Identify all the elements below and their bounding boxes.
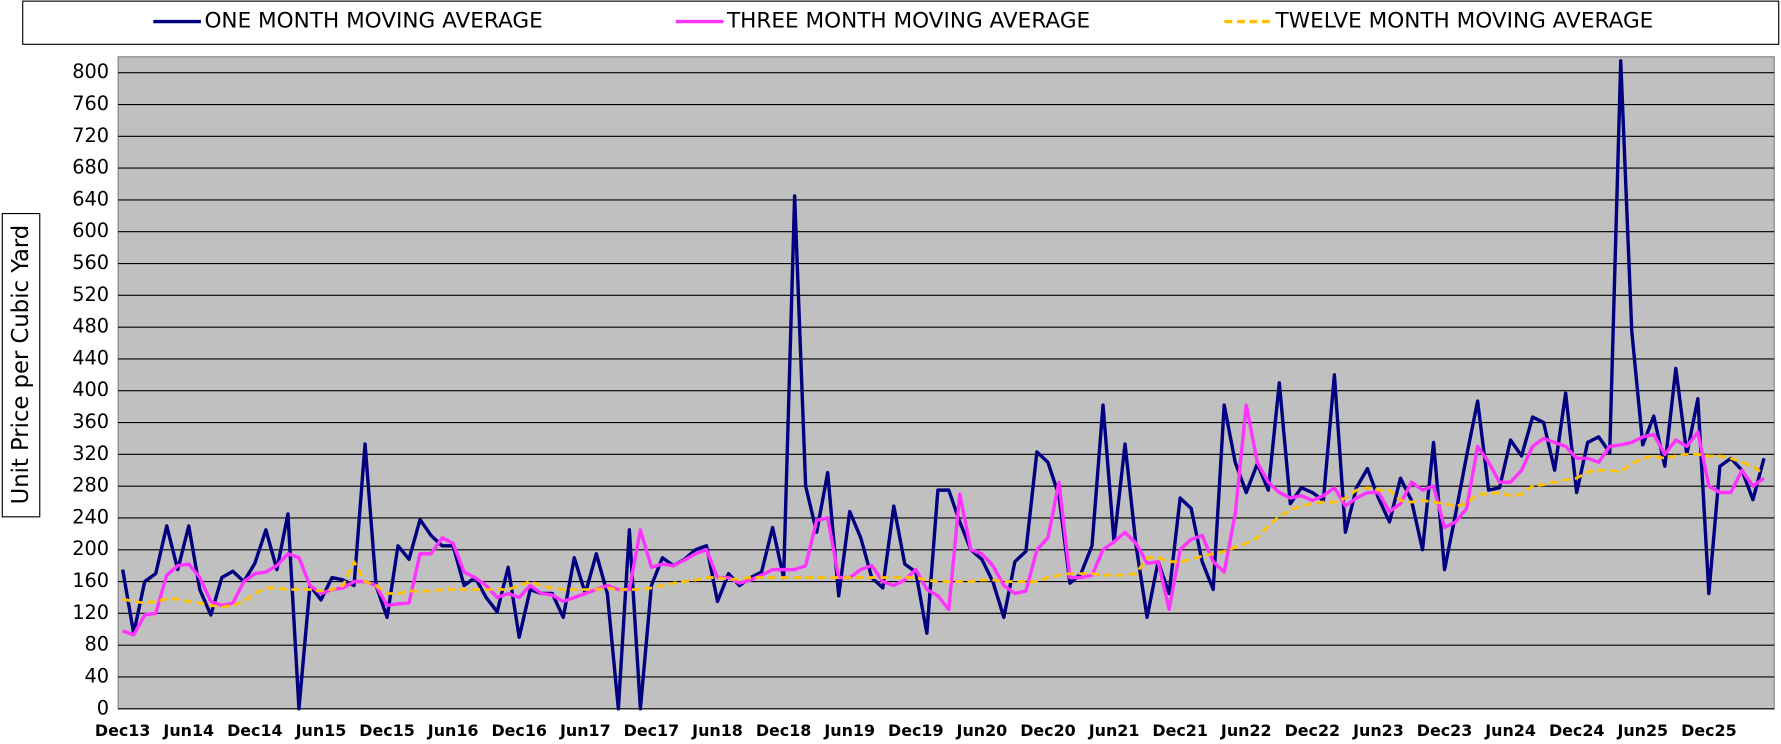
x-tick-label: Jun24	[1484, 721, 1536, 740]
y-tick-label: 680	[72, 156, 109, 179]
x-tick-label: Dec20	[1020, 721, 1076, 740]
y-tick-label: 800	[72, 60, 109, 83]
y-tick-label: 160	[72, 569, 109, 592]
x-tick-label: Jun22	[1220, 721, 1272, 740]
y-tick-label: 560	[72, 251, 109, 274]
x-tick-label: Jun16	[427, 721, 479, 740]
x-tick-label: Jun23	[1352, 721, 1404, 740]
series-line	[120, 59, 1766, 711]
x-tick-label: Dec24	[1549, 721, 1605, 740]
x-tick-label: Dec22	[1285, 721, 1341, 740]
y-tick-label: 360	[72, 410, 109, 433]
x-tick-label: Jun17	[559, 721, 611, 740]
y-tick-label: 720	[72, 124, 109, 147]
legend-label: THREE MONTH MOVING AVERAGE	[726, 9, 1090, 34]
y-tick-label: 480	[72, 315, 109, 338]
y-tick-label: 120	[72, 601, 109, 624]
y-axis-label: Unit Price per Cubic Yard	[8, 225, 34, 505]
y-tick-label: 760	[72, 92, 109, 115]
y-tick-label: 0	[97, 696, 109, 719]
y-tick-label: 80	[84, 633, 109, 656]
x-tick-label: Dec18	[756, 721, 812, 740]
series-line	[122, 403, 1765, 637]
legend-box	[22, 0, 1780, 45]
x-tick-label: Dec17	[624, 721, 680, 740]
y-tick-label: 440	[72, 346, 109, 369]
x-tick-label: Jun20	[956, 721, 1008, 740]
legend-label: TWELVE MONTH MOVING AVERAGE	[1275, 9, 1654, 34]
y-tick-label: 600	[72, 219, 109, 242]
y-tick-label: 640	[72, 187, 109, 210]
x-tick-label: Jun19	[823, 721, 875, 740]
series-line	[122, 452, 1765, 609]
y-label-box	[1, 212, 41, 518]
y-tick-label: 280	[72, 474, 109, 497]
y-tick-label: 40	[84, 664, 109, 687]
y-tick-label: 200	[72, 537, 109, 560]
x-tick-label: Dec16	[491, 721, 547, 740]
x-tick-label: Jun18	[691, 721, 743, 740]
y-tick-label: 240	[72, 505, 109, 528]
x-tick-label: Dec23	[1417, 721, 1473, 740]
y-tick-label: 520	[72, 283, 109, 306]
x-tick-label: Dec15	[359, 721, 415, 740]
x-tick-label: Jun21	[1088, 721, 1140, 740]
x-tick-label: Dec13	[95, 721, 151, 740]
x-tick-label: Dec14	[227, 721, 283, 740]
y-tick-label: 320	[72, 442, 109, 465]
x-tick-label: Jun15	[295, 721, 347, 740]
x-tick-label: Jun25	[1616, 721, 1668, 740]
x-tick-label: Dec19	[888, 721, 944, 740]
plot-area	[117, 56, 1775, 710]
legend-label: ONE MONTH MOVING AVERAGE	[204, 9, 542, 34]
y-tick-label: 400	[72, 378, 109, 401]
x-tick-label: Dec25	[1681, 721, 1737, 740]
x-tick-label: Jun14	[162, 721, 214, 740]
x-tick-label: Dec21	[1152, 721, 1208, 740]
